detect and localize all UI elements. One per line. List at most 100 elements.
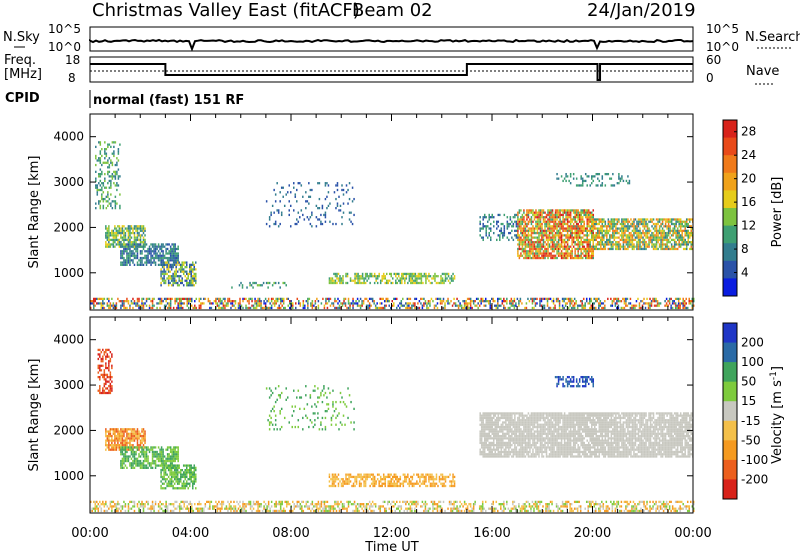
power-cell xyxy=(592,213,595,217)
power-cell xyxy=(479,222,481,226)
velocity-cell xyxy=(525,509,528,513)
velocity-cell xyxy=(471,507,473,510)
power-cell xyxy=(527,252,530,255)
power-cell xyxy=(548,243,551,246)
power-cell xyxy=(572,256,575,260)
power-cell xyxy=(434,279,436,282)
power-cell xyxy=(331,279,334,282)
velocity-cell xyxy=(424,500,427,504)
power-cell xyxy=(524,254,527,257)
velocity-cell xyxy=(337,505,339,508)
velocity-cell xyxy=(183,505,185,508)
power-cell xyxy=(200,304,202,307)
power-cell xyxy=(690,229,692,232)
power-cell xyxy=(425,272,427,276)
power-cell xyxy=(655,247,658,251)
power-cell xyxy=(175,279,177,282)
power-cell xyxy=(456,297,458,301)
power-cell xyxy=(333,279,335,282)
power-cell xyxy=(631,238,634,242)
velocity-cell xyxy=(337,500,339,504)
power-cell xyxy=(679,234,682,237)
velocity-cell xyxy=(561,503,564,506)
power-cell xyxy=(575,177,578,180)
power-cell xyxy=(526,218,528,221)
power-cell xyxy=(538,220,540,223)
velocity-cell xyxy=(144,503,146,506)
power-cell xyxy=(594,218,596,221)
power-cell xyxy=(200,302,202,305)
power-cell xyxy=(557,252,560,255)
power-cell xyxy=(634,306,636,310)
power-cell xyxy=(120,229,122,232)
power-cell xyxy=(619,243,622,246)
power-cell xyxy=(163,261,165,264)
power-cell xyxy=(681,243,683,246)
power-cell xyxy=(625,302,627,305)
power-cell xyxy=(416,275,418,278)
power-cell xyxy=(139,227,142,230)
power-cell xyxy=(587,213,590,217)
velocity-cell xyxy=(242,500,244,504)
power-cell xyxy=(381,275,383,278)
power-cell xyxy=(561,306,564,310)
power-cell xyxy=(580,211,582,214)
power-cell xyxy=(112,304,115,307)
power-cell xyxy=(345,272,347,276)
power-cell xyxy=(642,238,644,242)
power-cell xyxy=(535,213,537,217)
power-cell xyxy=(129,259,131,262)
power-cell xyxy=(519,297,522,301)
power-cell xyxy=(136,247,139,251)
power-cell xyxy=(298,302,300,305)
power-cell xyxy=(180,306,182,310)
power-cell xyxy=(192,279,194,282)
power-cell xyxy=(124,259,127,262)
power-cell xyxy=(389,306,392,310)
power-cell xyxy=(544,247,546,251)
power-cell xyxy=(676,227,679,230)
velocity-cell xyxy=(513,505,516,508)
power-cell xyxy=(533,211,536,214)
power-cell xyxy=(132,241,134,244)
power-cell xyxy=(153,250,155,253)
velocity-cell xyxy=(313,505,315,508)
power-cell xyxy=(499,238,501,242)
power-cell xyxy=(689,300,692,303)
velocity-cell xyxy=(347,505,350,508)
power-cell xyxy=(153,247,155,251)
power-cell xyxy=(99,150,102,153)
power-cell xyxy=(321,207,324,210)
power-cell xyxy=(179,275,182,278)
power-cell xyxy=(524,250,527,253)
power-cell xyxy=(104,177,106,180)
power-cell xyxy=(620,300,623,303)
power-cell xyxy=(592,243,595,246)
velocity-cell xyxy=(248,500,250,504)
power-cell xyxy=(685,231,688,235)
power-cell xyxy=(560,236,563,239)
velocity-cell xyxy=(142,507,145,510)
power-cell xyxy=(114,204,117,208)
power-cell xyxy=(539,229,542,232)
power-cell xyxy=(135,250,137,253)
velocity-cell xyxy=(209,507,211,510)
power-cell xyxy=(634,229,637,232)
velocity-cell xyxy=(222,503,225,506)
power-cell xyxy=(124,250,127,253)
velocity-cell xyxy=(141,503,143,506)
power-cell xyxy=(310,304,312,307)
power-cell xyxy=(578,220,581,223)
power-cell xyxy=(420,281,423,285)
velocity-cell xyxy=(132,500,134,504)
power-cell xyxy=(279,200,281,203)
power-cell xyxy=(676,231,679,235)
power-cell xyxy=(408,272,411,276)
power-cell xyxy=(153,256,155,260)
power-cell xyxy=(292,306,294,310)
power-cell xyxy=(566,220,569,223)
power-cell xyxy=(142,225,145,228)
power-cell xyxy=(311,188,313,192)
power-cell xyxy=(239,304,241,307)
power-cell xyxy=(615,247,617,251)
